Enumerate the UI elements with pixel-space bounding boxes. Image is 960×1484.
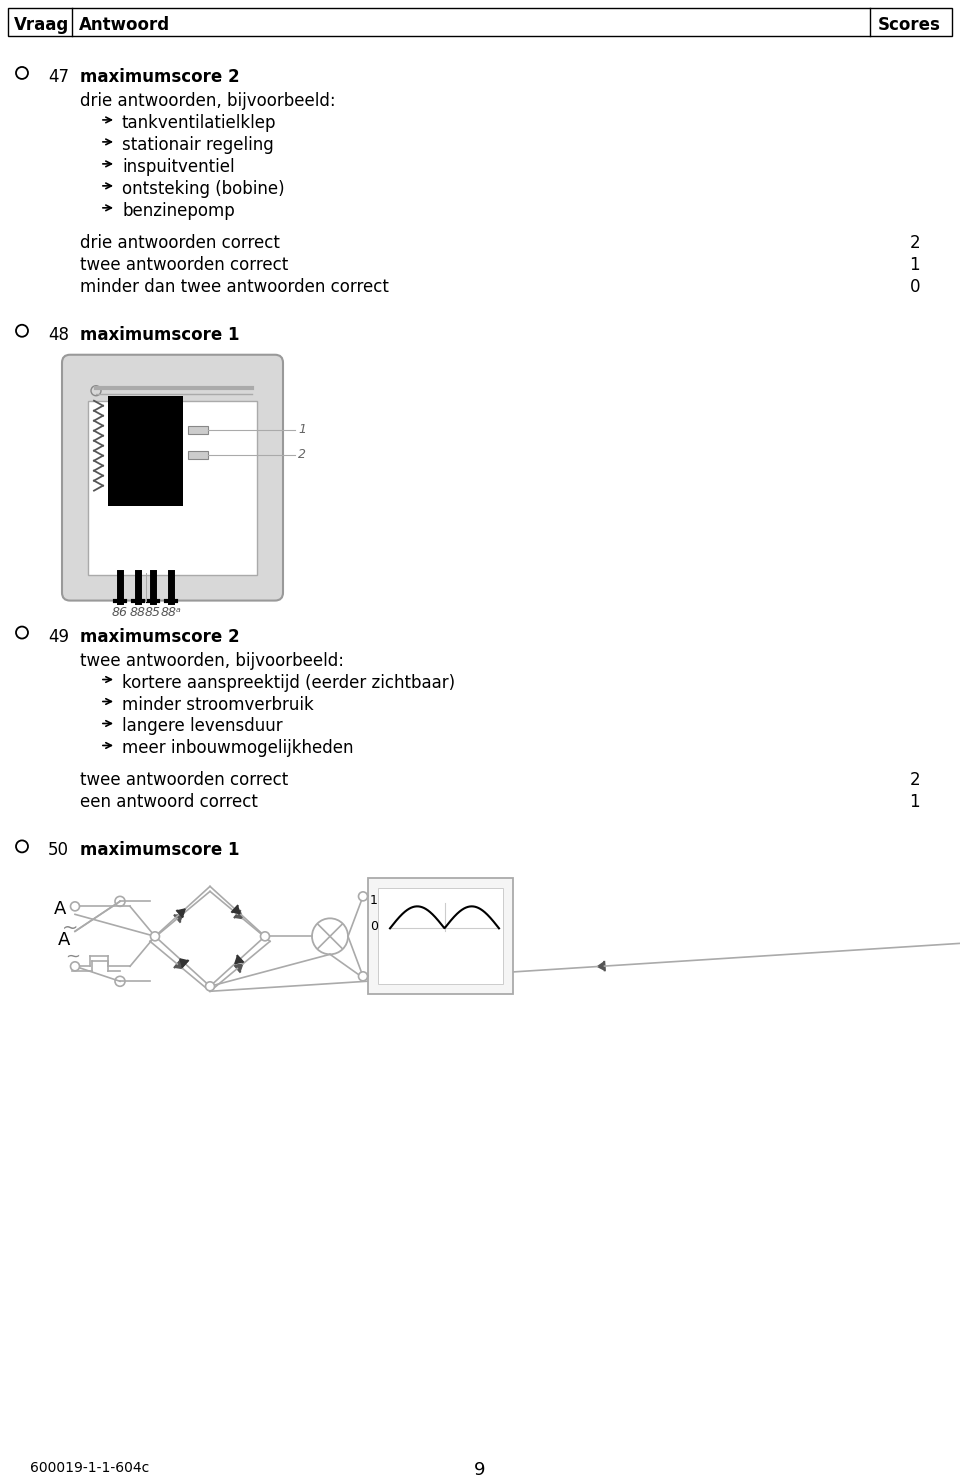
Circle shape	[151, 932, 159, 941]
Text: drie antwoorden correct: drie antwoorden correct	[80, 234, 280, 252]
Bar	[188, 426, 208, 433]
Circle shape	[70, 962, 80, 971]
Polygon shape	[175, 960, 182, 969]
Text: 85: 85	[145, 605, 161, 619]
Text: A: A	[54, 901, 66, 919]
Text: maximumscore 1: maximumscore 1	[80, 841, 239, 859]
Text: 9: 9	[474, 1460, 486, 1480]
Polygon shape	[597, 962, 605, 971]
Text: meer inbouwmogelijkheden: meer inbouwmogelijkheden	[122, 739, 353, 757]
Text: maximumscore 2: maximumscore 2	[80, 628, 240, 646]
Text: een antwoord correct: een antwoord correct	[80, 794, 258, 812]
Text: A: A	[58, 932, 70, 950]
Text: ~: ~	[62, 919, 79, 938]
Text: minder dan twee antwoorden correct: minder dan twee antwoorden correct	[80, 278, 389, 295]
Text: ontsteking (bobine): ontsteking (bobine)	[122, 180, 284, 197]
Text: twee antwoorden correct: twee antwoorden correct	[80, 255, 288, 275]
Polygon shape	[175, 914, 182, 922]
Text: 47: 47	[48, 68, 69, 86]
Text: 600019-1-1-604c: 600019-1-1-604c	[30, 1460, 149, 1475]
Text: Scores: Scores	[878, 16, 941, 34]
Bar	[8, 7, 952, 36]
Bar	[188, 451, 208, 459]
Polygon shape	[232, 905, 240, 914]
Polygon shape	[177, 908, 185, 917]
Text: twee antwoorden, bijvoorbeeld:: twee antwoorden, bijvoorbeeld:	[80, 651, 344, 669]
Text: maximumscore 2: maximumscore 2	[80, 68, 240, 86]
Text: 88ᵃ: 88ᵃ	[160, 605, 181, 619]
Text: tankventilatielklep: tankventilatielklep	[122, 114, 276, 132]
Text: Antwoord: Antwoord	[79, 16, 170, 34]
Text: 1: 1	[909, 794, 920, 812]
Bar	[108, 396, 183, 506]
Circle shape	[358, 892, 368, 901]
Text: stationair regeling: stationair regeling	[122, 137, 274, 154]
Polygon shape	[234, 911, 243, 919]
Circle shape	[115, 976, 125, 987]
Text: kortere aanspreektijd (eerder zichtbaar): kortere aanspreektijd (eerder zichtbaar)	[122, 674, 455, 692]
Text: 0: 0	[909, 278, 920, 295]
FancyBboxPatch shape	[62, 355, 283, 601]
Text: 1: 1	[909, 255, 920, 275]
Text: 86: 86	[112, 605, 128, 619]
Circle shape	[260, 932, 270, 941]
Text: benzinepomp: benzinepomp	[122, 202, 235, 220]
Text: 48: 48	[48, 326, 69, 344]
Text: drie antwoorden, bijvoorbeeld:: drie antwoorden, bijvoorbeeld:	[80, 92, 336, 110]
Text: langere levensduur: langere levensduur	[122, 717, 282, 736]
Text: inspuitventiel: inspuitventiel	[122, 157, 234, 177]
Text: 88: 88	[130, 605, 146, 619]
Text: 50: 50	[48, 841, 69, 859]
Circle shape	[115, 896, 125, 907]
Circle shape	[358, 972, 368, 981]
Text: 0: 0	[370, 920, 378, 933]
Text: maximumscore 1: maximumscore 1	[80, 326, 239, 344]
Bar	[378, 889, 503, 984]
Polygon shape	[180, 959, 188, 966]
Circle shape	[205, 982, 214, 991]
Text: 2: 2	[298, 448, 306, 462]
Text: 2: 2	[909, 234, 920, 252]
Text: minder stroomverbruik: minder stroomverbruik	[122, 696, 314, 714]
Bar	[88, 401, 257, 574]
Bar	[368, 879, 513, 994]
Polygon shape	[235, 956, 243, 963]
Text: ~: ~	[65, 947, 80, 965]
Polygon shape	[234, 965, 243, 972]
Circle shape	[70, 902, 80, 911]
Text: twee antwoorden correct: twee antwoorden correct	[80, 772, 288, 789]
Text: 1: 1	[298, 423, 306, 436]
Text: 1: 1	[370, 893, 378, 907]
Text: Vraag: Vraag	[14, 16, 69, 34]
Text: 2: 2	[909, 772, 920, 789]
Text: 49: 49	[48, 628, 69, 646]
